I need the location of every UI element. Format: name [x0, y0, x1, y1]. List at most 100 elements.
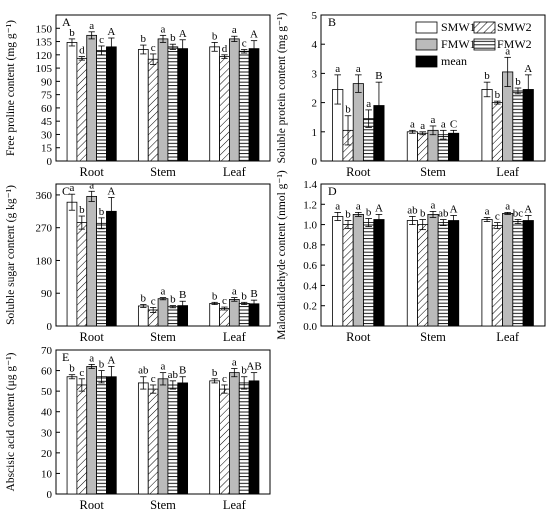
bar-mean: [522, 220, 534, 327]
y-axis-label: Soluble protein content (mg g⁻¹): [276, 12, 288, 163]
significance-letter: a: [161, 286, 166, 298]
legend-swatch-smw1: [415, 21, 438, 34]
legend-label: SMW1: [441, 20, 476, 34]
bar-fmw1: [86, 366, 97, 495]
significance-letter: C: [450, 118, 457, 130]
y-tick-label: 0: [47, 156, 53, 168]
bar-fmw1: [229, 372, 240, 495]
x-category-label: Stem: [420, 330, 446, 344]
y-tick-label: 180: [36, 255, 53, 267]
y-axis-label: Malondialdehyde content (nmol g⁻¹): [276, 170, 288, 340]
significance-letter: A: [107, 354, 115, 366]
significance-letter: c: [99, 34, 104, 46]
bar-fmw2: [512, 221, 524, 327]
x-category-label: Root: [80, 165, 105, 179]
bar-smw2: [219, 388, 230, 495]
chart-panel-c: 0 90 180 270 360 Soluble sugar content (g kg⁻…: [5, 179, 271, 344]
significance-letter: a: [161, 23, 166, 35]
bar-fmw2: [167, 384, 179, 495]
bar-mean: [177, 382, 189, 495]
x-category-label: Root: [346, 165, 371, 179]
bar-fmw1: [157, 298, 169, 327]
y-axis-label: Soluble sugar content (g kg⁻¹): [5, 185, 17, 325]
significance-letter: c: [222, 373, 227, 385]
bar-fmw1: [229, 38, 240, 162]
y-tick-label: 90: [41, 76, 53, 88]
x-category-label: Leaf: [223, 498, 247, 512]
significance-letter: A: [107, 185, 115, 197]
bar-smw2: [219, 56, 230, 162]
significance-letter: a: [89, 352, 94, 364]
bar-fmw1: [229, 299, 240, 327]
y-tick-label: 1.4: [303, 179, 317, 191]
bar-smw2: [491, 102, 503, 162]
y-tick-label: 60: [41, 366, 53, 378]
bar-smw2: [417, 224, 429, 327]
bar-smw1: [137, 382, 149, 495]
significance-letter: c: [495, 211, 500, 223]
significance-letter: b: [241, 290, 247, 302]
x-category-label: Stem: [150, 498, 176, 512]
significance-letter: a: [232, 357, 237, 369]
y-tick-label: 0: [47, 489, 53, 501]
significance-letter: c: [242, 38, 247, 50]
bar-fmw2: [96, 222, 107, 327]
significance-letter: a: [485, 205, 490, 217]
bar-fmw1: [86, 195, 97, 327]
bar-mean: [448, 132, 460, 162]
x-category-label: Leaf: [496, 330, 520, 344]
y-tick-label: 150: [36, 23, 53, 35]
significance-letter: a: [232, 24, 237, 36]
y-tick-label: 0: [47, 321, 53, 333]
significance-letter: a: [505, 45, 510, 57]
y-tick-label: 120: [36, 50, 53, 62]
y-tick-label: 135: [36, 37, 53, 49]
bar-fmw2: [238, 50, 250, 162]
bar-smw2: [76, 384, 88, 495]
legend-label: SMW2: [497, 20, 532, 34]
y-tick-label: 40: [41, 407, 53, 419]
significance-letter: a: [420, 120, 425, 132]
y-tick-label: 4: [312, 39, 318, 51]
bar-smw1: [406, 220, 418, 327]
bar-fmw1: [352, 214, 364, 327]
x-category-label: Stem: [420, 165, 446, 179]
bar-smw1: [66, 201, 78, 327]
bar-fmw2: [167, 46, 179, 162]
significance-letter: d: [79, 45, 85, 57]
significance-letter: ab: [438, 208, 449, 220]
y-axis-label: Abscisic acid content (μg g⁻¹): [5, 352, 17, 491]
significance-letter: A: [375, 202, 383, 214]
significance-letter: a: [410, 118, 415, 130]
bar-fmw1: [502, 213, 514, 327]
legend-label: FMW1: [441, 37, 476, 51]
bar-fmw2: [167, 306, 179, 327]
significance-letter: ab: [138, 365, 149, 377]
y-tick-label: 0.6: [303, 260, 317, 272]
significance-letter: bc: [513, 208, 524, 220]
y-tick-label: 70: [41, 345, 53, 357]
y-tick-label: 1.0: [303, 220, 317, 232]
y-axis-label: Free proline content (mg g⁻¹): [5, 20, 17, 156]
legend-label: FMW2: [497, 37, 532, 51]
bar-smw1: [209, 303, 220, 327]
significance-letter: a: [366, 98, 371, 110]
bar-mean: [106, 376, 117, 495]
bar-mean: [448, 220, 460, 327]
legend-swatch-fmw2: [473, 38, 496, 51]
bar-mean: [373, 219, 385, 327]
y-tick-label: 105: [36, 63, 53, 75]
y-tick-label: 0.0: [303, 321, 317, 333]
bar-smw2: [147, 58, 159, 162]
bar-fmw1: [157, 38, 169, 162]
significance-letter: A: [524, 63, 532, 75]
significance-letter: b: [515, 76, 521, 88]
significance-letter: B: [375, 70, 382, 82]
chart-panel-b: 0 1 2 3 4 5 Soluble protein content (mg g⁻¹) B R…: [276, 10, 546, 179]
significance-letter: a: [431, 114, 436, 126]
bar-smw2: [491, 225, 503, 327]
y-tick-label: 60: [41, 103, 53, 115]
bar-smw1: [481, 89, 493, 162]
panel-letter: B: [328, 15, 336, 29]
